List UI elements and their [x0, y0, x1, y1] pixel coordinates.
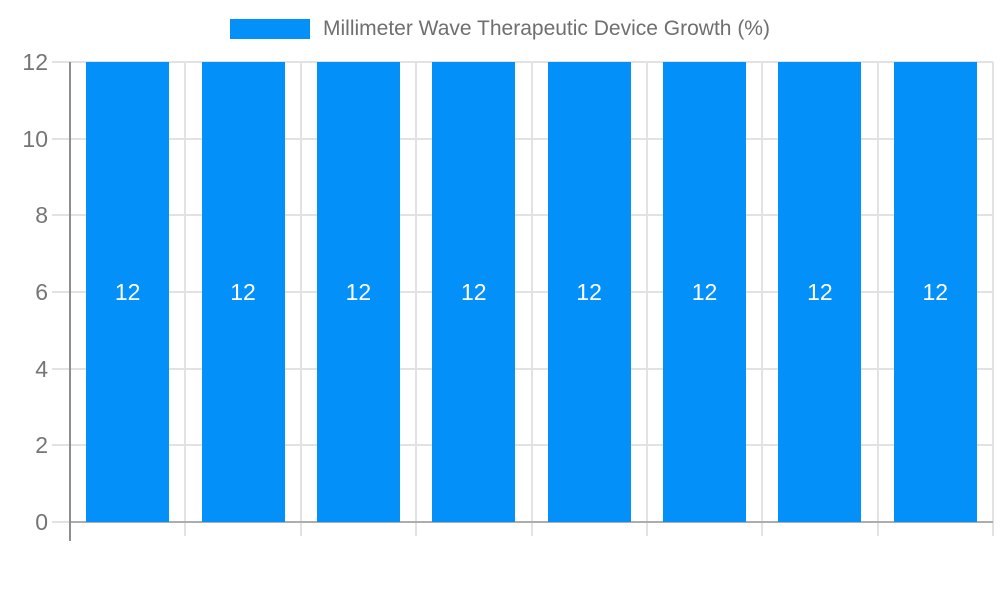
y-axis-tick-label: 6	[35, 279, 48, 305]
bar-2031-2032[interactable]	[778, 62, 862, 522]
y-axis-tick-label: 10	[22, 125, 48, 152]
bar-2030-2031[interactable]	[663, 62, 747, 522]
legend-label: Millimeter Wave Therapeutic Device Growt…	[323, 17, 770, 40]
y-axis-tick-label: 0	[35, 509, 48, 535]
bar-2025-2026[interactable]	[86, 62, 170, 522]
gridline-vertical	[530, 62, 533, 536]
gridline-vertical	[184, 62, 187, 536]
chart-legend[interactable]: Millimeter Wave Therapeutic Device Growt…	[0, 17, 1000, 41]
x-axis-line	[70, 521, 993, 523]
bar-2028-2029[interactable]	[432, 62, 516, 522]
gridline-vertical	[645, 62, 648, 536]
gridline-vertical	[876, 62, 879, 536]
y-axis-tick-label: 2	[35, 432, 48, 459]
y-axis-line	[69, 62, 71, 541]
y-axis-tick-label: 8	[35, 202, 48, 229]
legend-swatch	[230, 19, 311, 39]
gridline-vertical	[761, 62, 764, 536]
bar-2032-2033[interactable]	[893, 62, 977, 522]
gridline-vertical	[415, 62, 418, 536]
gridline-vertical	[299, 62, 302, 536]
bar-2027-2028[interactable]	[316, 62, 400, 522]
gridline-vertical	[992, 62, 994, 536]
y-axis-tick-label: 4	[35, 355, 48, 382]
bar-2026-2027[interactable]	[201, 62, 285, 522]
y-axis-tick-label: 12	[22, 49, 48, 75]
bar-2029-2030[interactable]	[547, 62, 631, 522]
